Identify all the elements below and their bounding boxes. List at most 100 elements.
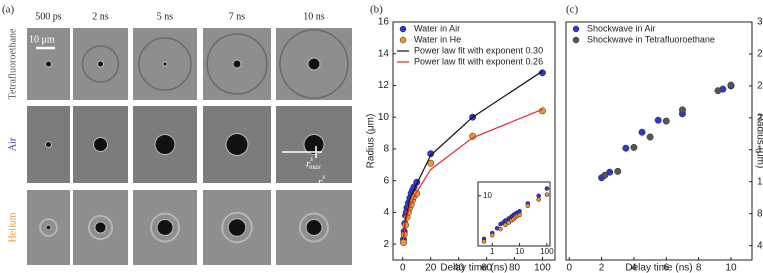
bubble	[303, 134, 325, 155]
annotation-sup: v	[322, 173, 326, 181]
y-tick-label: 32	[757, 17, 763, 28]
y-tick-label: 10	[378, 112, 390, 123]
annotation-sub: max	[321, 181, 334, 189]
bubble	[305, 219, 323, 236]
y-tick-label: 28	[757, 49, 763, 60]
data-point	[544, 192, 550, 197]
legend-marker	[572, 36, 580, 44]
data-point	[525, 203, 531, 209]
y-tick-label: 8	[383, 144, 389, 155]
x-tick-label: 60	[481, 263, 493, 273]
fit-line	[402, 108, 543, 240]
data-point	[614, 167, 622, 175]
y-axis-label: Radius (μm)	[366, 114, 377, 169]
bubble	[45, 60, 52, 68]
y-tick-label: 2	[383, 239, 389, 250]
bubble	[225, 133, 249, 156]
annotation-symbol: r	[306, 158, 311, 170]
bubble	[232, 59, 242, 69]
data-point	[427, 150, 435, 158]
x-tick-label: 20	[425, 263, 437, 273]
data-point	[606, 168, 614, 176]
data-point	[538, 107, 546, 115]
x-tick-label: 80	[509, 263, 521, 273]
image-grid	[27, 28, 352, 265]
data-point	[630, 143, 638, 151]
x-tick-label: 100	[534, 263, 551, 273]
y-tick-label: 12	[757, 176, 763, 187]
shockwave-ring	[138, 37, 192, 91]
bubble	[45, 141, 52, 148]
y-tick-label: 10	[483, 191, 492, 200]
data-point	[727, 81, 735, 89]
x-tick-label: 0	[400, 263, 406, 273]
annotation: rs max	[306, 155, 322, 171]
x-tick-label: 40	[453, 263, 465, 273]
data-point	[427, 159, 435, 167]
legend-marker	[572, 25, 580, 33]
shockwave-ring	[299, 212, 329, 243]
column-label: 7 ns	[229, 11, 246, 22]
bubble	[93, 137, 108, 152]
row-label: Tetrafluoroethane	[7, 28, 18, 99]
panel-label: (b)	[370, 4, 383, 16]
data-point	[622, 144, 630, 152]
legend-label: Shockwave in Tetrafluoroethane	[587, 34, 715, 44]
y-tick-label: 6	[383, 175, 389, 186]
x-tick-label: 4	[631, 263, 637, 273]
data-point	[498, 226, 503, 232]
annotation-sub: max	[309, 163, 322, 171]
bubble	[227, 218, 247, 237]
y-tick-label: 14	[378, 48, 390, 59]
data-point	[517, 208, 522, 214]
plot-frame	[392, 21, 556, 261]
data-point	[646, 133, 654, 141]
column-label: 5 ns	[157, 11, 174, 22]
column-label: 2 ns	[92, 11, 109, 22]
plot-frame	[565, 21, 753, 261]
y-tick-label: 16	[378, 17, 390, 28]
x-tick-label: 100	[540, 247, 554, 256]
x-axis-label: Delay time (ns)	[625, 263, 692, 273]
annotation-sup: s	[310, 155, 313, 163]
x-axis-label: Delay time (ns)	[440, 263, 507, 273]
y-tick-label: 8	[757, 208, 763, 219]
x-tick-label: 1	[490, 247, 495, 256]
x-tick-label: 8	[696, 263, 702, 273]
inset: 1 10 100 10	[477, 181, 554, 256]
y-tick-label: 20	[757, 112, 763, 123]
annotation: rv max	[318, 173, 334, 189]
legend-label: Shockwave in Air	[587, 23, 656, 33]
y-tick-label: 4	[383, 207, 389, 218]
legend-label: Water in Air	[414, 23, 460, 33]
shockwave-ring	[39, 218, 58, 237]
legend-label: Power law fit with exponent 0.30	[414, 45, 543, 55]
data-point	[638, 128, 646, 136]
bubble	[162, 61, 168, 67]
data-point	[490, 232, 495, 238]
x-tick-label: 0	[566, 263, 572, 273]
shockwave-ring	[87, 214, 114, 241]
data-point	[544, 186, 550, 191]
annotation-symbol: r	[318, 176, 323, 188]
chart: (b) 0 20 40 60 80 100 2 4 6 8 10 12 14 16 Delay time (n…	[366, 4, 556, 273]
x-tick-label: 10	[515, 247, 524, 256]
y-axis-label: Radius (μm)	[754, 114, 763, 169]
scale-bar-label: 10 μm	[29, 34, 55, 45]
legend-marker	[399, 25, 407, 33]
data-point	[481, 239, 487, 244]
y-tick-label: 16	[757, 144, 763, 155]
bubble	[156, 219, 174, 236]
shockwave-ring	[81, 45, 120, 83]
data-point	[714, 87, 722, 95]
data-point	[654, 116, 662, 124]
data-point	[662, 117, 670, 125]
chart: (c)024681048121620242832Delay time (ns)R…	[565, 4, 763, 273]
shockwave-ring	[206, 33, 268, 95]
data-point	[679, 106, 686, 114]
shockwave-ring	[279, 29, 349, 99]
legend-marker	[399, 36, 407, 44]
row-label: Air	[7, 137, 18, 151]
data-point	[517, 212, 522, 218]
